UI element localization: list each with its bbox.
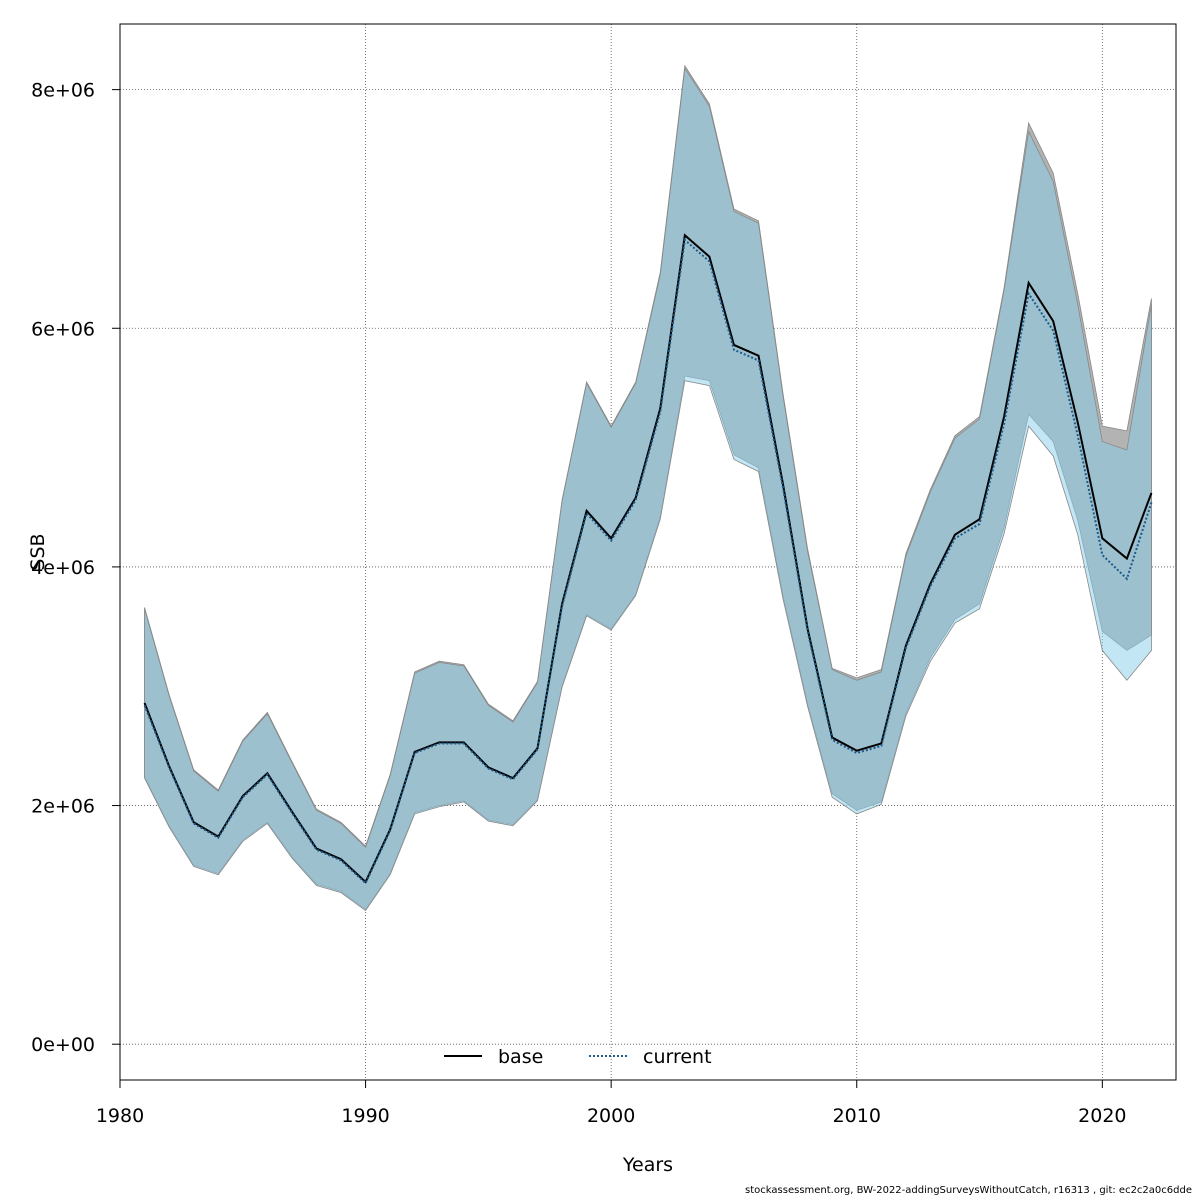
x-tick-label: 2010	[833, 1105, 881, 1127]
y-tick-label: 6e+06	[31, 318, 95, 340]
legend: base current	[444, 1046, 712, 1068]
y-axis: 0e+00 2e+06 4e+06 6e+06 8e+06	[31, 80, 121, 1056]
band-current	[144, 66, 1152, 912]
series-lines	[143, 233, 1153, 885]
legend-label-base: base	[498, 1046, 543, 1068]
y-tick-label: 4e+06	[31, 557, 95, 579]
x-axis: 1980 1990 2000 2010 2020	[96, 1079, 1127, 1127]
footer-note: stockassessment.org, BW-2022-addingSurve…	[745, 1185, 1192, 1196]
y-tick-label: 2e+06	[31, 796, 95, 818]
x-tick-label: 2020	[1078, 1105, 1126, 1127]
y-tick-label: 8e+06	[31, 80, 95, 102]
x-tick-label: 2000	[587, 1105, 635, 1127]
confidence-bands	[144, 64, 1152, 912]
line-current	[143, 238, 1153, 885]
y-tick-label: 0e+00	[31, 1034, 95, 1056]
legend-label-current: current	[643, 1046, 712, 1068]
y-axis-label: SSB	[27, 533, 49, 570]
x-tick-label: 1980	[96, 1105, 144, 1127]
x-axis-label: Years	[622, 1154, 673, 1176]
x-tick-label: 1990	[341, 1105, 389, 1127]
